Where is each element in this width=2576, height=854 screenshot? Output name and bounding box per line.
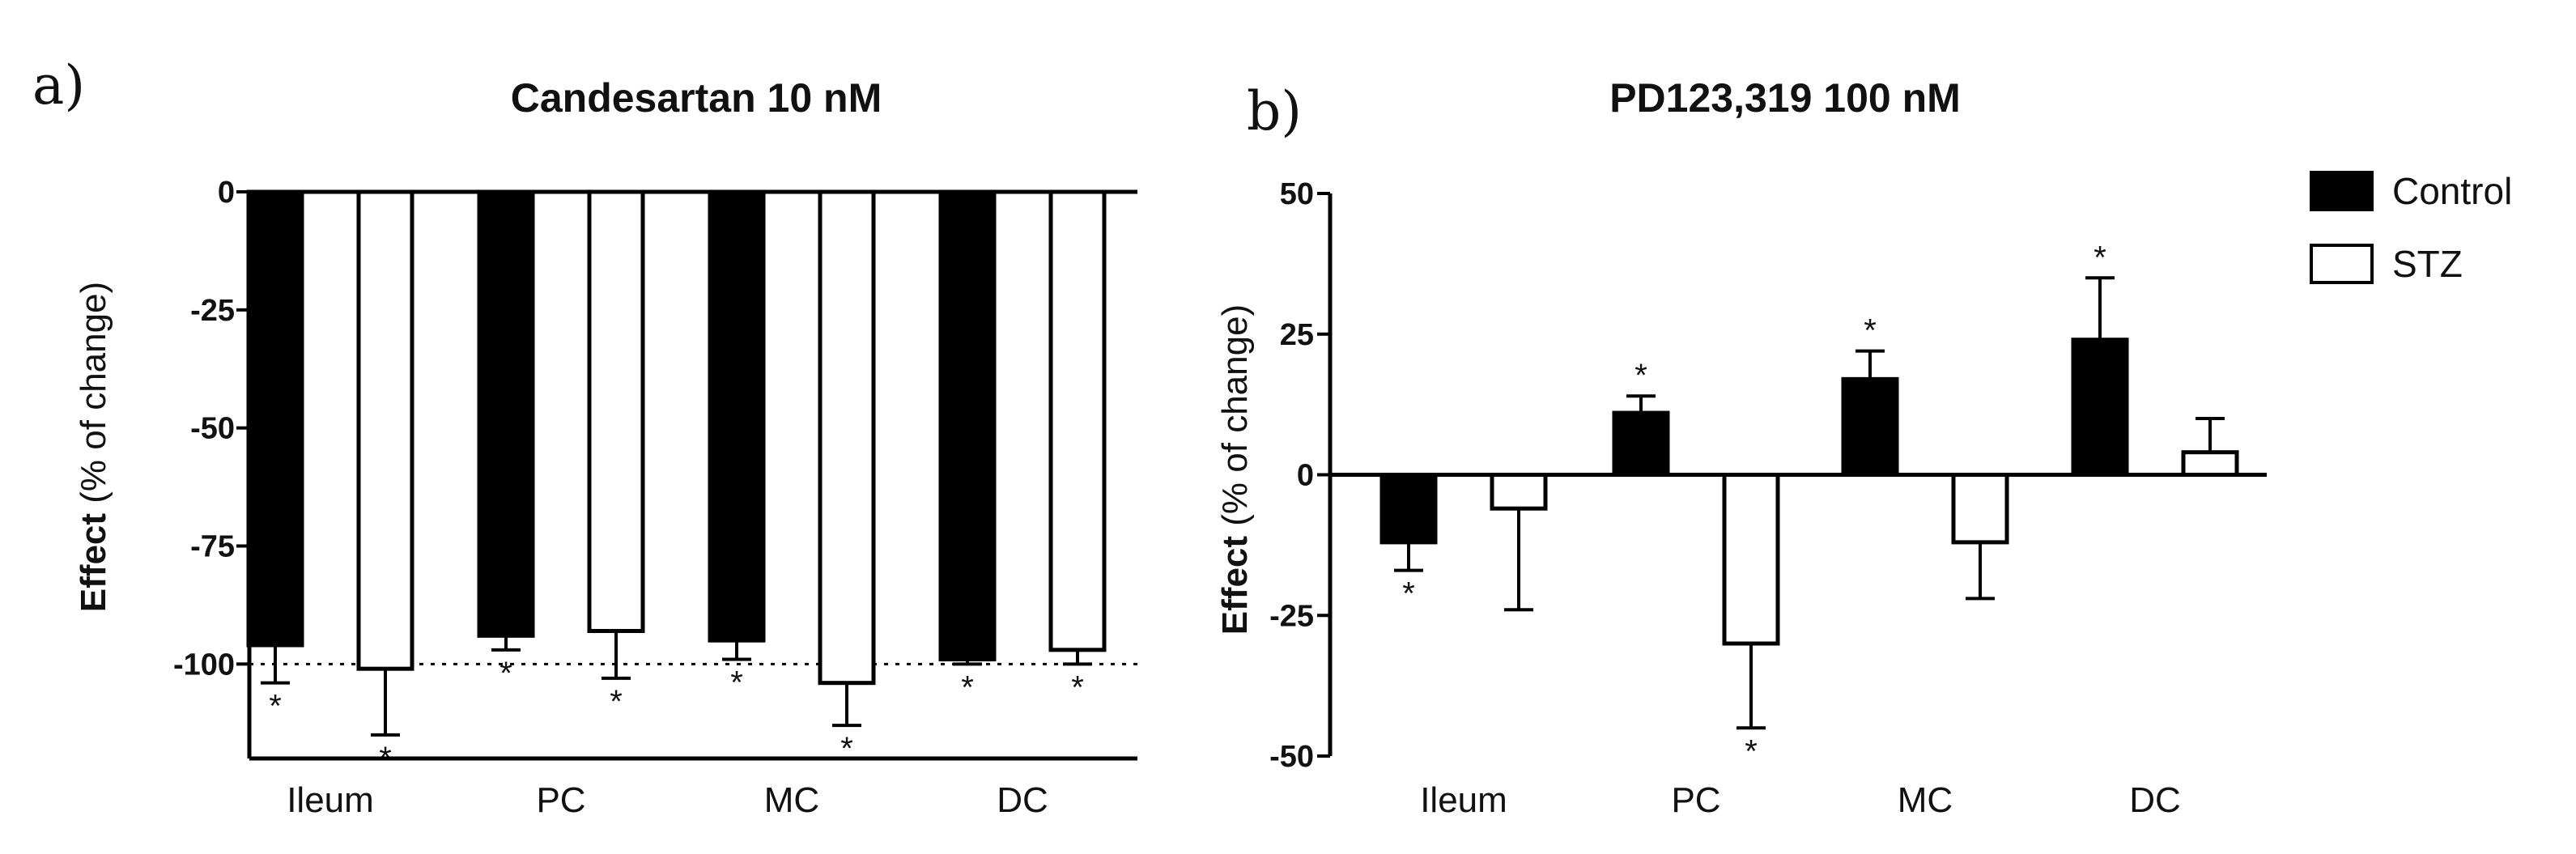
significance-star: *	[269, 689, 282, 724]
legend: Control STZ	[2310, 170, 2512, 285]
significance-star: *	[610, 684, 623, 720]
panel-b-y-axis-label: Effect (% of change)	[1215, 304, 1255, 635]
bar-control-dc	[2071, 338, 2129, 478]
bar-stz-mc	[1951, 473, 2009, 545]
y-tick-label: -50	[190, 412, 235, 446]
x-tick-label-dc: DC	[2129, 780, 2181, 820]
x-tick-label-mc: MC	[1898, 780, 1953, 820]
significance-star: *	[2094, 240, 2106, 275]
x-tick-label-pc: PC	[536, 780, 585, 820]
significance-star: *	[961, 669, 974, 705]
x-tick-label-ileum: Ileum	[1420, 780, 1507, 820]
x-tick-label-pc: PC	[1671, 780, 1720, 820]
bar-control-ileum	[246, 189, 304, 648]
significance-star: *	[730, 665, 743, 701]
panel-b-letter: b)	[1247, 80, 1302, 142]
x-tick-label-mc: MC	[764, 780, 819, 820]
y-tick-label: 50	[1280, 177, 1314, 211]
significance-star: *	[1864, 313, 1877, 349]
significance-star: *	[840, 731, 853, 767]
panel-b-chart: b) PD123,319 100 nM Effect (% of change)…	[1215, 75, 2267, 820]
bar-control-mc	[708, 189, 766, 643]
panel-a-letter: a)	[32, 54, 85, 117]
legend-swatch-stz	[2310, 244, 2374, 284]
bar-control-ileum	[1379, 473, 1438, 545]
legend-swatch-control	[2310, 171, 2374, 211]
bar-stz-ileum	[356, 189, 414, 671]
bar-stz-pc	[1722, 473, 1780, 646]
bar-stz-mc	[818, 189, 876, 686]
bar-control-dc	[938, 189, 997, 661]
y-tick-label: -75	[190, 530, 235, 564]
y-tick-label: -25	[190, 294, 235, 328]
bar-control-mc	[1841, 376, 1899, 478]
panel-b-title: PD123,319 100 nM	[1609, 75, 1961, 121]
panel-a-y-axis-label: Effect (% of change)	[74, 282, 113, 612]
significance-star: *	[1745, 733, 1758, 769]
y-tick-label: 25	[1280, 318, 1314, 352]
bar-stz-pc	[587, 189, 645, 633]
bar-stz-dc	[1048, 189, 1107, 652]
bar-control-pc	[1612, 410, 1670, 477]
panel-a-chart: a) Candesartan 10 nM Effect (% of change…	[32, 54, 1137, 820]
y-tick-label: -100	[173, 648, 235, 682]
y-tick-label: -50	[1269, 740, 1314, 774]
bar-stz-ileum	[1490, 473, 1548, 511]
significance-star: *	[1402, 576, 1415, 612]
panel-a-title: Candesartan 10 nM	[511, 75, 882, 121]
bar-control-pc	[477, 189, 535, 638]
significance-star: *	[499, 656, 512, 691]
significance-star: *	[1071, 669, 1084, 705]
bar-stz-dc	[2181, 450, 2239, 478]
y-tick-label: -25	[1269, 599, 1314, 633]
y-tick-label: 0	[1297, 459, 1314, 493]
legend-label-control: Control	[2392, 170, 2512, 212]
legend-label-stz: STZ	[2392, 243, 2463, 285]
x-tick-label-dc: DC	[997, 780, 1048, 820]
significance-star: *	[1634, 358, 1647, 393]
y-tick-label: 0	[218, 176, 235, 210]
x-tick-label-ileum: Ileum	[287, 780, 374, 820]
